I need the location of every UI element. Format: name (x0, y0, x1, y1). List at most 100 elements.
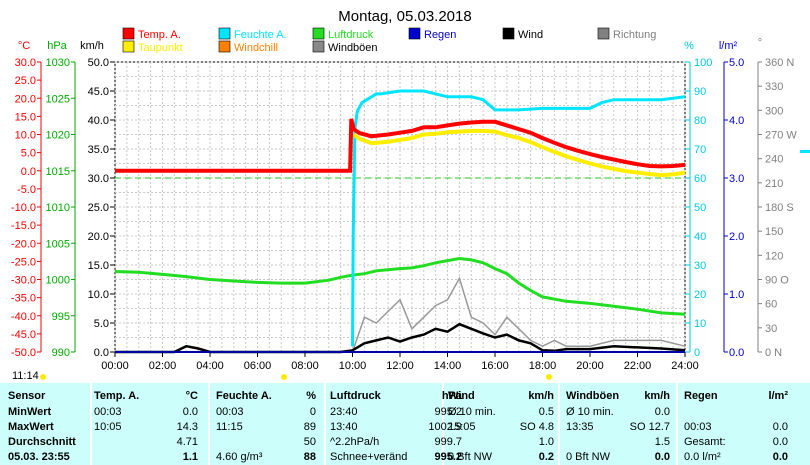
temp-tick-label: -30.0 (11, 275, 36, 287)
table-column-bg (444, 383, 558, 465)
x-tick-label: 14:00 (434, 360, 462, 372)
temp-tick-label: 5.0 (21, 148, 36, 160)
table-cell: 1.1 (182, 451, 198, 463)
humidity-tick-label: 20 (694, 289, 706, 301)
table-header-cell: Luftdruck (330, 390, 381, 402)
table-header-cell: Wind (448, 390, 475, 402)
table-column-bg (560, 383, 676, 465)
temp-tick-label: -40.0 (11, 311, 36, 323)
table-header-cell: Regen (684, 390, 718, 402)
humidity-line (351, 89, 686, 347)
x-tick-label: 24:00 (671, 360, 699, 372)
table-row: 05.03. 23:55 1.1 4.60 g/m³ 88 Schnee+veränd 9… (0, 450, 810, 465)
table-cell: 0.2 (538, 451, 554, 463)
humidity-tick-label: 80 (694, 115, 706, 127)
table-cell: 995.2 (434, 406, 462, 418)
x-tick-label: 18:00 (529, 360, 557, 372)
legend-label: Regen (424, 29, 456, 41)
pressure-tick-label: 1010 (46, 202, 70, 214)
humidity-tick-label: 60 (694, 173, 706, 185)
humidity-tick-label: 40 (694, 231, 706, 243)
temp-tick-label: -20.0 (11, 238, 36, 250)
weather-chart: Montag, 05.03.2018 Temp. A.Taupunkt Feuch… (11, 8, 810, 372)
direction-tick-label: 330 (765, 81, 783, 93)
table-column-bg (0, 383, 90, 465)
table-header-cell: °C (185, 390, 198, 402)
chart-title: Montag, 05.03.2018 (338, 8, 471, 25)
table-cell: 0.5 (538, 406, 554, 418)
direction-axis-unit: ° (758, 37, 762, 49)
table-cell: SO 12.7 (629, 421, 670, 433)
wind-tick-label: 45.0 (88, 86, 109, 98)
table-cell: 89 (303, 421, 316, 433)
direction-tick-label: 60 (765, 299, 777, 311)
table-cell: 00:03 (684, 421, 712, 433)
legend-swatch (122, 27, 135, 40)
wind-tick-label: 40.0 (88, 115, 109, 127)
temp-tick-label: -5.0 (17, 184, 36, 196)
direction-tick-label: 210 (765, 178, 783, 190)
table-cell: Gesamt: (684, 436, 726, 448)
table-cell: 1002.9 (428, 421, 462, 433)
table-column-bg (92, 383, 208, 465)
axis-labels: °C hPa km/h% l/m² ° 30.0 25.0 20.0 15.0 10.0 5.0 0.… (11, 37, 797, 372)
table-cell: 0.0 (654, 451, 670, 463)
x-tick-label: 06:00 (244, 360, 272, 372)
table-cell: 14.3 (176, 421, 198, 433)
table-header-cell: l/m² (768, 390, 788, 402)
direction-tick-label: 240 (765, 154, 783, 166)
direction-tick-label: 0 N (765, 347, 782, 359)
table-cell: 0.0 (654, 406, 670, 418)
temp-tick-label: 0.0 (21, 166, 36, 178)
table-cell: MaxWert (8, 421, 54, 433)
table-header-cell: Temp. A. (94, 390, 140, 402)
rain-axis-unit: l/m² (719, 40, 738, 52)
rain-tick-label: 5.0 (729, 57, 744, 69)
table-header-cell: hPa (441, 390, 462, 402)
legend-swatch (597, 27, 610, 40)
legend-swatch (312, 27, 325, 40)
table-cell: 11:15 (216, 421, 243, 433)
table-cell: 0 Bft NW (448, 451, 493, 463)
table-cell: 0.0 (772, 436, 788, 448)
table-column-bg (326, 383, 442, 465)
table-cell: Ø 10 min. (448, 406, 496, 418)
table-cell: 0.0 (772, 421, 788, 433)
pressure-tick-label: 1030 (46, 57, 70, 69)
table-cell: 995.2 (434, 451, 462, 463)
pressure-tick-label: 1000 (46, 275, 70, 287)
wind-tick-label: 20.0 (88, 231, 109, 243)
table-row: MaxWert 10:05 14.3 11:15 89 13:40 1002.9 15:05 1… (0, 420, 810, 435)
wind-tick-label: 50.0 (88, 57, 109, 69)
table-header-cell: Windböen (566, 390, 620, 402)
wind-tick-label: 10.0 (88, 289, 109, 301)
humidity-tick-label: 30 (694, 260, 706, 272)
temperature-line (115, 118, 686, 173)
table-column-bg (678, 383, 810, 465)
table-header-cell: Sensor (8, 390, 46, 402)
legend-swatch (312, 40, 325, 53)
table-header-cell: Feuchte A. (216, 390, 272, 402)
pressure-tick-label: 995 (52, 311, 70, 323)
sunrise-marker (40, 374, 46, 380)
direction-tick-label: 180 S (765, 202, 794, 214)
legend-label: Luftdruck (328, 29, 374, 41)
legend-label: Windchill (234, 42, 278, 54)
legend-swatch (502, 27, 515, 40)
table-cell: 23:40 (330, 406, 358, 418)
current-time-marker (281, 374, 287, 380)
legend-swatch (218, 27, 231, 40)
pressure-tick-label: 1005 (46, 238, 70, 250)
temp-axis-unit: °C (18, 40, 30, 52)
table-cell: SO 4.8 (519, 421, 554, 433)
gusts-line (115, 276, 686, 353)
wind-tick-label: 30.0 (88, 173, 109, 185)
table-cell: 1.0 (538, 436, 554, 448)
table-cell: 05.03. 23:55 (8, 451, 70, 463)
x-tick-label: 00:00 (101, 360, 129, 372)
direction-tick-label: 270 W (765, 130, 797, 142)
table-cell: 00:03 (216, 406, 244, 418)
direction-tick-label: 120 (765, 250, 783, 262)
table-cell: 10:05 (94, 421, 122, 433)
table-cell: Schnee+veränd (330, 451, 408, 463)
